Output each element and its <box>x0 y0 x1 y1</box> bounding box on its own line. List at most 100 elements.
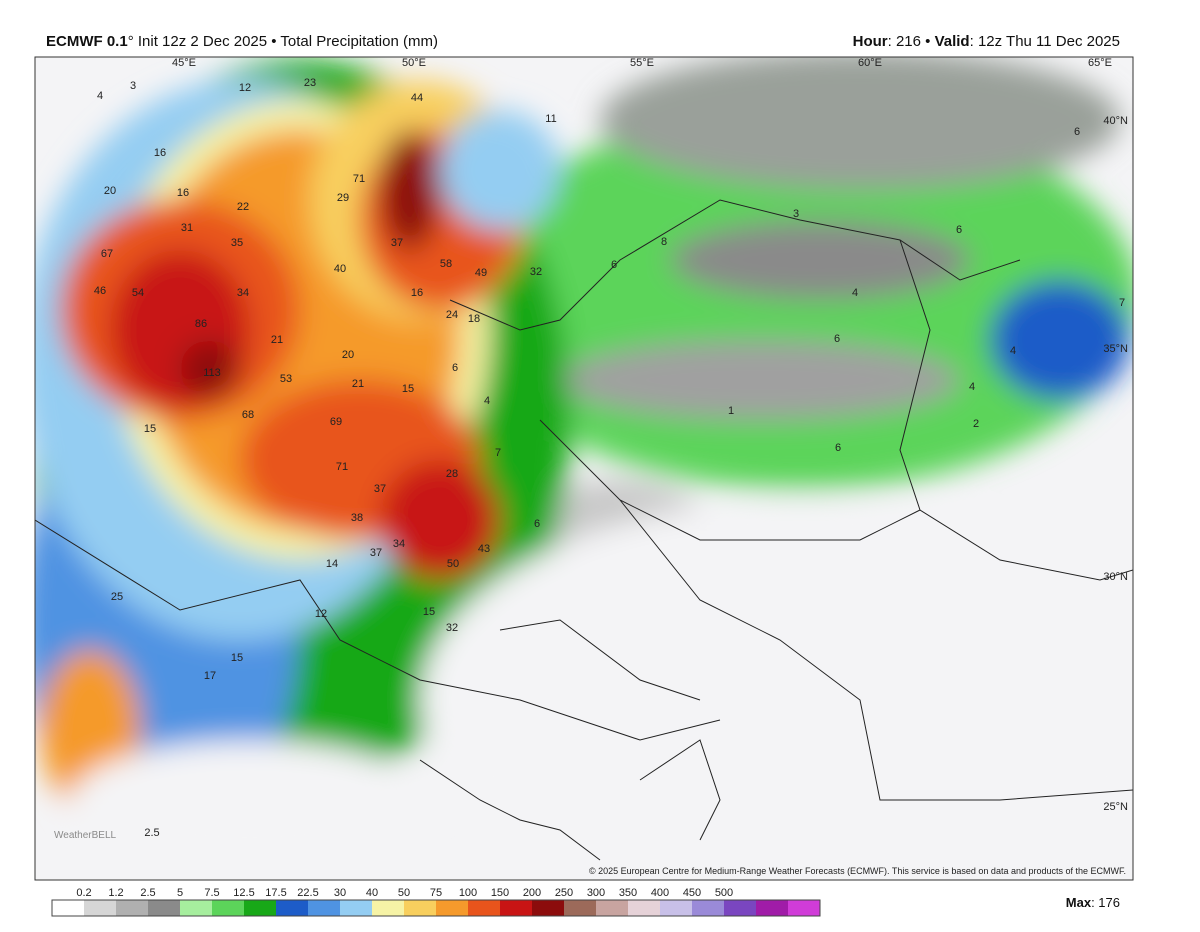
precip-label: 4 <box>97 90 103 102</box>
legend-label: 40 <box>366 887 378 899</box>
precip-label: 1 <box>728 405 734 417</box>
precip-field <box>35 57 1133 880</box>
precip-label: 34 <box>393 538 405 550</box>
legend-swatch <box>756 900 789 916</box>
precip-label: 17 <box>204 670 216 682</box>
precip-label: 2.5 <box>144 827 159 839</box>
precip-label: 37 <box>370 547 382 559</box>
precip-label: 35 <box>231 237 243 249</box>
legend-label: 350 <box>619 887 637 899</box>
precip-label: 20 <box>342 349 354 361</box>
legend-label: 7.5 <box>204 887 219 899</box>
precip-label: 31 <box>181 222 193 234</box>
precip-label: 6 <box>1074 126 1080 138</box>
init: ° Init 12z 2 Dec 2025 • Total Precipitat… <box>127 33 438 50</box>
precip-label: 71 <box>336 461 348 473</box>
lon-label: 45°E <box>172 57 196 69</box>
header-right: Hour: 216 • Valid: 12z Thu 11 Dec 2025 <box>853 33 1120 50</box>
precip-label: 37 <box>374 483 386 495</box>
copyright: © 2025 European Centre for Medium-Range … <box>589 866 1126 876</box>
precip-label: 113 <box>203 367 221 379</box>
legend-swatch <box>788 900 821 916</box>
legend-swatch <box>468 900 501 916</box>
valid-key: Valid <box>934 33 970 50</box>
precip-label: 69 <box>330 416 342 428</box>
legend-swatch <box>564 900 597 916</box>
precip-label: 16 <box>411 287 423 299</box>
legend-label: 22.5 <box>297 887 318 899</box>
precip-label: 4 <box>484 395 490 407</box>
precip-label: 6 <box>834 333 840 345</box>
legend-swatch <box>116 900 149 916</box>
precip-label: 23 <box>304 77 316 89</box>
lon-label: 50°E <box>402 57 426 69</box>
precip-label: 3 <box>793 208 799 220</box>
legend-label: 450 <box>683 887 701 899</box>
precip-label: 4 <box>852 287 858 299</box>
model: ECMWF 0.1 <box>46 33 128 50</box>
legend-swatch <box>372 900 405 916</box>
legend-swatch <box>500 900 533 916</box>
precip-label: 2 <box>973 418 979 430</box>
legend-frame <box>51 899 821 917</box>
precip-label: 16 <box>154 147 166 159</box>
legend-label: 150 <box>491 887 509 899</box>
lon-label: 60°E <box>858 57 882 69</box>
precip-label: 4 <box>1010 345 1016 357</box>
legend-swatch <box>52 900 85 916</box>
legend-swatch <box>308 900 341 916</box>
precip-label: 68 <box>242 409 254 421</box>
precip-label: 20 <box>104 185 116 197</box>
legend-swatch <box>532 900 565 916</box>
max-key: Max <box>1066 895 1092 910</box>
map-frame <box>34 56 1134 881</box>
max-value: : 176 <box>1091 895 1120 910</box>
precip-label: 21 <box>352 378 364 390</box>
watermark: WeatherBELL <box>54 830 117 841</box>
precip-label: 40 <box>334 263 346 275</box>
lon-label: 55°E <box>630 57 654 69</box>
precip-label: 43 <box>478 543 490 555</box>
lon-label: 65°E <box>1088 57 1112 69</box>
precip-label: 15 <box>402 383 414 395</box>
lat-label: 40°N <box>1103 115 1128 127</box>
precip-label: 54 <box>132 287 144 299</box>
lat-label: 30°N <box>1103 571 1128 583</box>
legend-swatch <box>724 900 757 916</box>
precip-label: 6 <box>452 362 458 374</box>
legend-label: 75 <box>430 887 442 899</box>
precip-label: 16 <box>177 187 189 199</box>
legend-label: 200 <box>523 887 541 899</box>
precip-label: 18 <box>468 313 480 325</box>
legend-label: 100 <box>459 887 477 899</box>
legend-label: 5 <box>177 887 183 899</box>
legend-swatch <box>340 900 373 916</box>
precip-label: 4 <box>969 381 975 393</box>
precip-label: 6 <box>835 442 841 454</box>
legend-swatch <box>244 900 277 916</box>
legend-label: 30 <box>334 887 346 899</box>
legend-swatch <box>404 900 437 916</box>
precip-label: 71 <box>353 173 365 185</box>
legend-swatch <box>692 900 725 916</box>
valid: : 12z Thu 11 Dec 2025 <box>969 33 1120 50</box>
precip-label: 15 <box>144 423 156 435</box>
precip-label: 6 <box>534 518 540 530</box>
precip-label: 50 <box>447 558 459 570</box>
legend-label: 12.5 <box>233 887 254 899</box>
legend-label: 17.5 <box>265 887 286 899</box>
precip-label: 12 <box>239 82 251 94</box>
precip-label: 7 <box>495 447 501 459</box>
precip-label: 25 <box>111 591 123 603</box>
legend-max: Max: 176 <box>1066 895 1120 910</box>
precip-label: 6 <box>956 224 962 236</box>
lat-label: 25°N <box>1103 801 1128 813</box>
legend-label: 50 <box>398 887 410 899</box>
legend-label: 250 <box>555 887 573 899</box>
legend-swatch <box>84 900 117 916</box>
precip-label: 3 <box>130 80 136 92</box>
borders <box>35 199 1133 861</box>
precip-label: 8 <box>661 236 667 248</box>
precip-label: 38 <box>351 512 363 524</box>
